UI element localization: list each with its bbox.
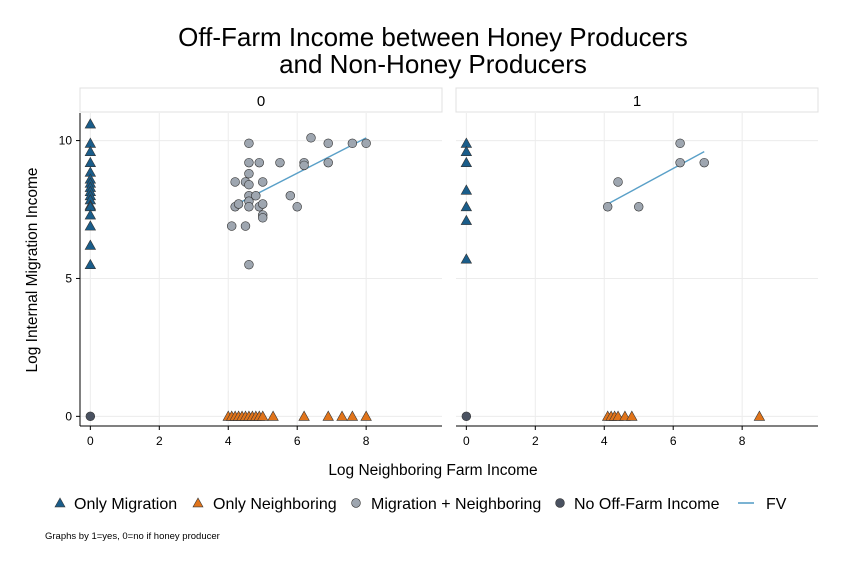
point-only-migration (460, 214, 473, 225)
point-migration-neighboring (240, 221, 251, 231)
point-only-migration (84, 220, 97, 231)
panel-strip (79, 87, 443, 113)
point-only-migration (84, 239, 97, 250)
panel-strip-label: 0 (257, 93, 265, 110)
x-tick-label: 4 (225, 434, 232, 448)
point-migration-neighboring (254, 157, 264, 168)
point-migration-neighboring (285, 191, 296, 201)
legend: Only Migration Only Neighboring Migration … (54, 496, 787, 513)
point-only-neighboring (336, 410, 348, 421)
legend-marker-3 (555, 498, 565, 508)
panel-strip-label: 1 (633, 93, 641, 110)
point-no-off-farm-income (85, 411, 96, 422)
x-tick-label: 4 (601, 434, 608, 448)
point-migration-neighboring (299, 160, 309, 171)
point-only-neighboring (298, 410, 310, 421)
point-migration-neighboring (275, 157, 285, 168)
y-axis-title: Log Internal Migration Income (24, 167, 41, 372)
point-migration-neighboring (292, 202, 302, 212)
y-tick-label: 10 (59, 134, 73, 148)
panel-1: 1 0 2 4 6 8 (455, 87, 819, 448)
point-migration-neighboring (258, 213, 268, 223)
x-tick-label: 2 (156, 434, 163, 448)
point-only-migration (460, 253, 473, 264)
point-migration-neighboring (244, 180, 254, 190)
legend-label-3: No Off-Farm Income (574, 496, 720, 513)
legend-marker-0 (54, 497, 66, 508)
point-only-migration (84, 258, 97, 270)
point-migration-neighboring (233, 199, 244, 209)
point-migration-neighboring (634, 202, 644, 212)
point-migration-neighboring (613, 177, 623, 187)
point-only-neighboring (626, 410, 638, 421)
point-migration-neighboring (347, 138, 358, 149)
x-tick-label: 6 (294, 434, 301, 448)
point-migration-neighboring (244, 202, 254, 212)
x-tick-label: 6 (670, 434, 677, 448)
fv-line (607, 150, 705, 205)
panel-0: 0 0 5 10 0 2 4 6 8 (59, 87, 443, 448)
point-migration-neighboring (244, 168, 254, 179)
point-only-migration (84, 118, 97, 129)
point-migration-neighboring (675, 138, 685, 149)
x-tick-label: 8 (739, 434, 746, 448)
point-migration-neighboring (244, 259, 254, 270)
point-migration-neighboring (306, 133, 316, 143)
point-only-neighboring (267, 410, 279, 421)
point-migration-neighboring (244, 138, 254, 149)
point-migration-neighboring (258, 199, 268, 209)
legend-label-1: Only Neighboring (213, 496, 337, 513)
point-migration-neighboring (226, 221, 237, 231)
legend-marker-2 (351, 498, 361, 508)
point-only-neighboring (612, 410, 624, 421)
x-tick-label: 0 (463, 434, 470, 448)
legend-label-0: Only Migration (74, 496, 177, 513)
panel-strip (455, 87, 819, 113)
point-only-neighboring (257, 410, 269, 421)
point-migration-neighboring (699, 157, 709, 168)
legend-label-4: FV (766, 496, 787, 513)
point-migration-neighboring (602, 202, 613, 212)
x-tick-label: 8 (363, 434, 370, 448)
chart-note: Graphs by 1=yes, 0=no if honey producer (45, 531, 220, 542)
point-only-migration (460, 200, 473, 212)
point-no-off-farm-income (461, 411, 472, 422)
x-axis-title: Log Neighboring Farm Income (328, 462, 537, 479)
point-only-migration (460, 156, 473, 167)
x-tick-label: 2 (532, 434, 539, 448)
legend-marker-1 (192, 497, 204, 508)
point-only-migration (84, 209, 97, 220)
point-only-neighboring (360, 410, 372, 421)
chart-title-line-2: and Non-Honey Producers (279, 49, 587, 79)
point-migration-neighboring (230, 177, 240, 187)
legend-label-2: Migration + Neighboring (371, 496, 541, 513)
point-migration-neighboring (251, 191, 261, 201)
point-migration-neighboring (244, 157, 254, 168)
point-only-migration (460, 145, 473, 156)
point-only-neighboring (322, 410, 334, 421)
point-migration-neighboring (323, 138, 333, 149)
point-only-migration (460, 184, 473, 195)
point-only-neighboring (346, 410, 359, 421)
chart-title-line-1: Off-Farm Income between Honey Producers (178, 22, 688, 52)
point-migration-neighboring (675, 157, 685, 168)
point-migration-neighboring (323, 157, 333, 168)
point-only-neighboring (619, 410, 631, 421)
y-tick-label: 5 (65, 271, 72, 285)
point-only-neighboring (753, 410, 766, 421)
point-migration-neighboring (258, 177, 268, 187)
x-tick-label: 0 (87, 434, 94, 448)
point-only-migration (84, 156, 97, 167)
point-migration-neighboring (361, 138, 371, 149)
point-only-migration (84, 145, 97, 156)
y-tick-label: 0 (65, 409, 72, 423)
